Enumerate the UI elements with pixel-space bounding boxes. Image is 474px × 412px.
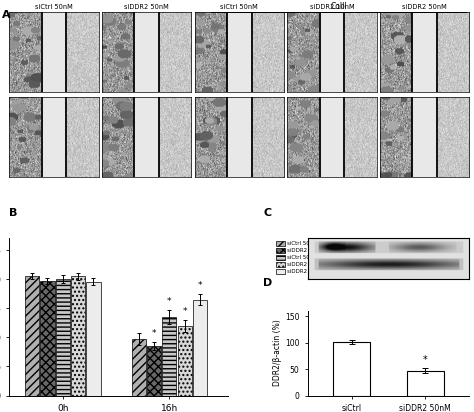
Bar (25, 276, 39, 396)
Bar (407, 371, 444, 396)
Bar (86, 281, 100, 396)
Title: siCtrl 50nM: siCtrl 50nM (35, 4, 73, 10)
Bar (193, 300, 207, 396)
Bar (162, 317, 176, 396)
Text: D: D (263, 278, 273, 288)
Bar (55, 279, 70, 396)
Legend: siCtrl 50nM, siDDR2 50nM, siCtrl 50nM + CollI, siDDR2 10nM + CollI, siDDR2 50nM : siCtrl 50nM, siDDR2 50nM, siCtrl 50nM + … (275, 240, 346, 275)
Text: CollI: CollI (330, 2, 347, 11)
Y-axis label: DDR2/β-actin (%): DDR2/β-actin (%) (273, 320, 282, 386)
Bar (40, 281, 55, 396)
Text: C: C (263, 208, 271, 218)
Bar (334, 342, 370, 396)
Text: *: * (198, 281, 202, 290)
Title: siCtrl 50nM: siCtrl 50nM (220, 4, 258, 10)
Text: B: B (9, 208, 18, 218)
Title: siDDR2 50nM: siDDR2 50nM (402, 4, 447, 10)
Text: *: * (152, 329, 156, 338)
Text: A: A (2, 10, 11, 20)
Bar (71, 276, 85, 396)
Title: siDDR2 10nM: siDDR2 10nM (310, 4, 355, 10)
Bar (131, 339, 146, 396)
Bar (178, 326, 192, 396)
Title: siDDR2 50nM: siDDR2 50nM (124, 4, 169, 10)
Text: *: * (167, 297, 172, 306)
Text: *: * (423, 355, 428, 365)
Bar (147, 346, 161, 396)
Text: *: * (182, 307, 187, 316)
